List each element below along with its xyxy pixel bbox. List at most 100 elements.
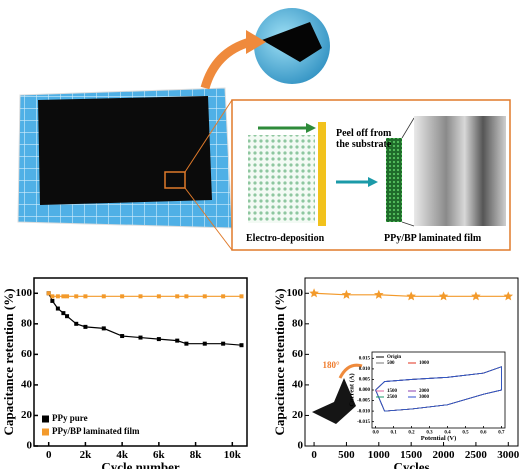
legend-label: Origin bbox=[387, 355, 401, 360]
arrow-head bbox=[246, 30, 266, 54]
y-tick-label: -0.005 bbox=[357, 399, 370, 404]
square-marker bbox=[50, 298, 55, 303]
zoom-square bbox=[164, 171, 186, 189]
x-tick-label: 0 bbox=[311, 449, 317, 461]
x-tick-label: 1000 bbox=[368, 449, 391, 461]
square-marker bbox=[74, 321, 79, 326]
square-marker bbox=[202, 294, 207, 299]
legend-label: 2500 bbox=[387, 395, 398, 400]
y-tick-label: 0.010 bbox=[359, 367, 371, 372]
x-tick-label: 1500 bbox=[400, 449, 423, 461]
series-line bbox=[48, 292, 242, 297]
film-label: PPy/BP laminated film bbox=[384, 233, 482, 244]
bend-photo: 180° bbox=[312, 360, 363, 424]
star-marker bbox=[438, 291, 449, 301]
sem-image bbox=[414, 116, 506, 226]
square-marker bbox=[175, 294, 180, 299]
x-tick-label: 8k bbox=[190, 449, 203, 461]
x-axis-title: Cycle number bbox=[101, 459, 180, 469]
x-tick-label: 500 bbox=[338, 449, 355, 461]
star-marker bbox=[309, 288, 319, 298]
y-tick-label: 40 bbox=[21, 378, 33, 390]
legend-swatch bbox=[42, 428, 49, 436]
zoom-line bbox=[184, 187, 233, 251]
substrate bbox=[318, 122, 326, 226]
x-axis-title: Potential (V) bbox=[421, 435, 457, 442]
deposition-layer bbox=[248, 135, 315, 223]
x-tick-label: 0.6 bbox=[480, 430, 487, 435]
arrow-head bbox=[306, 123, 316, 133]
square-marker bbox=[184, 294, 189, 299]
square-marker bbox=[239, 343, 244, 348]
y-tick-label: 60 bbox=[21, 348, 33, 360]
square-marker bbox=[156, 294, 161, 299]
star-marker bbox=[471, 291, 481, 301]
deposition-label: Electro-deposition bbox=[246, 233, 325, 244]
y-tick-label: 60 bbox=[292, 348, 304, 360]
x-tick-label: 2000 bbox=[433, 449, 456, 461]
star-marker bbox=[341, 289, 352, 299]
arrow bbox=[200, 37, 252, 90]
y-tick-label: 100 bbox=[16, 287, 33, 299]
series-line bbox=[375, 366, 502, 412]
square-marker bbox=[61, 294, 66, 299]
square-marker bbox=[120, 334, 125, 339]
x-tick-label: 0.5 bbox=[462, 430, 469, 435]
square-marker bbox=[156, 337, 161, 342]
x-tick-label: 0.3 bbox=[426, 430, 433, 435]
square-marker bbox=[239, 294, 244, 299]
y-axis-title: Current (A) bbox=[348, 373, 355, 406]
square-marker bbox=[221, 341, 226, 346]
square-marker bbox=[46, 291, 51, 296]
square-marker bbox=[138, 294, 143, 299]
y-tick-label: 40 bbox=[292, 378, 304, 390]
y-tick-label: 0.015 bbox=[359, 356, 371, 361]
x-tick-label: 10k bbox=[224, 449, 242, 461]
square-marker bbox=[221, 294, 226, 299]
zoom-line bbox=[401, 117, 415, 139]
y-tick-label: 20 bbox=[21, 409, 33, 421]
star-marker bbox=[374, 289, 384, 299]
y-axis-title: Capacitance retention (%) bbox=[1, 288, 16, 435]
chart: 0 2k 4k 6k 8k 10k 0 20 40 60 80 100 Cycle number Capa… bbox=[1, 277, 248, 469]
y-axis-title: Capacitance retention (%) bbox=[272, 288, 287, 435]
x-tick-label: 2500 bbox=[465, 449, 488, 461]
ppy-sheet bbox=[38, 96, 212, 205]
bend-arrow bbox=[338, 363, 363, 379]
square-marker bbox=[50, 294, 55, 299]
x-tick-label: 0.0 bbox=[372, 430, 379, 435]
x-tick-label: 0.2 bbox=[408, 430, 415, 435]
legend-label: 2000 bbox=[419, 389, 430, 394]
y-tick-label: 0 bbox=[298, 440, 304, 452]
arrow-head bbox=[368, 177, 378, 187]
bent-film bbox=[312, 378, 356, 424]
square-marker bbox=[65, 294, 70, 299]
y-tick-label: 0.005 bbox=[359, 378, 371, 383]
chart: 0 500 1000 1500 2000 2500 3000 0 20 40 60 80 100 Cycl… bbox=[272, 277, 520, 469]
star-marker bbox=[503, 291, 514, 301]
square-marker bbox=[184, 341, 189, 346]
legend-label: 1000 bbox=[419, 361, 430, 366]
top-illustration bbox=[17, 8, 511, 251]
star-marker bbox=[406, 291, 416, 301]
square-marker bbox=[83, 294, 88, 299]
legend-label: 1500 bbox=[387, 389, 398, 394]
zoom-line bbox=[184, 99, 233, 173]
y-tick-label: 80 bbox=[292, 317, 304, 329]
series-line bbox=[48, 293, 242, 346]
zoom-line bbox=[401, 221, 415, 227]
x-tick-label: 0.7 bbox=[498, 430, 505, 435]
bend-label: 180° bbox=[322, 360, 340, 370]
y-tick-label: 100 bbox=[287, 287, 304, 299]
laminated-film bbox=[386, 138, 402, 222]
x-tick-label: 0 bbox=[46, 449, 52, 461]
plot-frame bbox=[371, 351, 506, 429]
legend-label: PPy/BP laminated film bbox=[52, 426, 140, 436]
square-marker bbox=[55, 294, 60, 299]
y-tick-label: 20 bbox=[292, 409, 304, 421]
legend-label: 3000 bbox=[419, 395, 430, 400]
x-tick-label: 2k bbox=[80, 449, 93, 461]
plot-frame bbox=[33, 277, 248, 447]
